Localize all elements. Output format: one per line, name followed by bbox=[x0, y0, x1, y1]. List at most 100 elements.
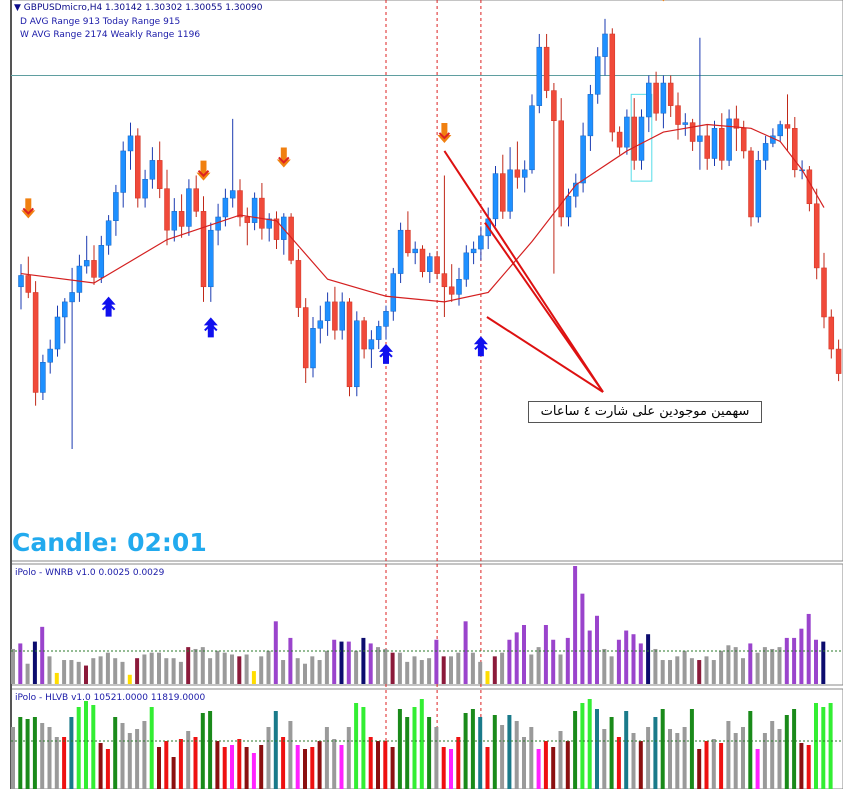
hlvb-bar bbox=[500, 725, 505, 789]
hlvb-bar bbox=[222, 747, 227, 789]
wnrb-bar bbox=[339, 641, 344, 684]
up-arrow-chevron bbox=[101, 302, 116, 311]
candle-body bbox=[755, 160, 762, 218]
candle-body bbox=[237, 190, 243, 218]
hlvb-bar bbox=[624, 711, 629, 789]
hlvb-bar bbox=[332, 739, 337, 789]
hlvb-bar bbox=[135, 729, 140, 789]
annotation-label[interactable]: سهمين موجودين على شارت ٤ ساعات bbox=[528, 401, 762, 423]
wnrb-bar bbox=[310, 656, 315, 684]
wnrb-bar bbox=[40, 626, 45, 684]
candle-body bbox=[397, 229, 404, 274]
hlvb-bar bbox=[631, 733, 636, 789]
candle-body bbox=[478, 235, 484, 250]
collapse-triangle-icon[interactable]: ▼ bbox=[14, 3, 21, 13]
wnrb-bar bbox=[580, 593, 585, 684]
candle-body bbox=[594, 56, 601, 95]
candle-body bbox=[186, 188, 192, 227]
hlvb-bar bbox=[251, 753, 256, 789]
hlvb-bar bbox=[157, 747, 161, 789]
candle-body bbox=[91, 260, 97, 278]
wnrb-bar bbox=[281, 660, 286, 684]
candle-body bbox=[324, 301, 331, 322]
wnrb-bar bbox=[25, 663, 30, 684]
wnrb-bar bbox=[522, 625, 526, 684]
up-arrow-shape bbox=[379, 343, 393, 364]
candle-body bbox=[806, 169, 813, 205]
hlvb-bar bbox=[726, 721, 731, 789]
wnrb-bar bbox=[609, 656, 614, 684]
candle-body bbox=[492, 173, 499, 220]
moving-average-line bbox=[20, 123, 825, 303]
wnrb-bar bbox=[237, 656, 242, 684]
hlvb-bar bbox=[397, 709, 402, 789]
down-arrow-icon bbox=[437, 122, 452, 143]
candle-body bbox=[507, 169, 513, 212]
candle-body bbox=[609, 33, 616, 133]
wnrb-bar bbox=[127, 674, 132, 684]
hlvb-bar bbox=[40, 723, 45, 789]
candle-body bbox=[792, 128, 798, 171]
hlvb-bar bbox=[98, 743, 103, 789]
candle-body bbox=[624, 116, 630, 148]
wnrb-bar bbox=[777, 647, 782, 684]
candle-body bbox=[748, 150, 754, 218]
wnrb-bar bbox=[543, 625, 548, 684]
hlvb-bar bbox=[551, 747, 556, 789]
hlvb-bar bbox=[91, 705, 96, 789]
hlvb-bar bbox=[84, 701, 88, 789]
wnrb-bar bbox=[266, 650, 271, 684]
wnrb-bar bbox=[463, 621, 468, 684]
hlvb-bar bbox=[368, 737, 373, 789]
hlvb-bar bbox=[719, 743, 724, 789]
wnrb-bar bbox=[529, 654, 534, 684]
wnrb-bar bbox=[84, 665, 88, 684]
wnrb-bar bbox=[573, 566, 578, 684]
hlvb-bar bbox=[259, 745, 264, 789]
wnrb-bar bbox=[215, 650, 220, 684]
wnrb-bar bbox=[507, 639, 512, 684]
hlvb-bar bbox=[208, 711, 213, 789]
candle-body bbox=[667, 82, 674, 106]
down-arrow-icon bbox=[276, 147, 291, 168]
hlvb-bar bbox=[828, 703, 833, 789]
candle-body bbox=[675, 105, 681, 125]
hlvb-bar bbox=[755, 749, 760, 789]
down-arrow-shape bbox=[662, 0, 665, 2]
hlvb-bar bbox=[485, 747, 490, 789]
weekly-range-text: W AVG Range 2174 Weakly Range 1196 bbox=[20, 30, 201, 40]
candle-body bbox=[558, 120, 564, 218]
down-arrow-icon bbox=[21, 198, 36, 219]
down-arrow-shape bbox=[196, 160, 211, 181]
candle-body bbox=[229, 190, 236, 199]
hlvb-bar bbox=[186, 731, 191, 789]
hlvb-bar bbox=[609, 717, 614, 789]
wnrb-bar bbox=[62, 660, 67, 684]
hlvb-bar bbox=[317, 741, 322, 789]
hlvb-bar bbox=[281, 737, 286, 789]
hlvb-bar bbox=[164, 741, 169, 789]
wnrb-bar bbox=[317, 660, 322, 684]
wnrb-bar bbox=[412, 656, 417, 684]
hlvb-bar bbox=[799, 743, 804, 789]
candle-body bbox=[543, 46, 550, 91]
candle-body bbox=[208, 229, 214, 288]
hlvb-bar bbox=[646, 727, 651, 789]
hlvb-bar bbox=[704, 741, 709, 789]
up-arrow-shape bbox=[203, 317, 218, 338]
wnrb-bar bbox=[485, 671, 490, 684]
wnrb-bar bbox=[682, 650, 687, 684]
candle-body bbox=[463, 252, 470, 280]
hlvb-bar bbox=[215, 741, 220, 789]
wnrb-bar bbox=[324, 650, 329, 684]
hlvb-bar bbox=[638, 741, 643, 789]
wnrb-bar bbox=[18, 643, 23, 684]
candle-timer: Candle: 02:01 bbox=[12, 528, 207, 557]
hlvb-bar bbox=[127, 733, 132, 789]
wnrb-bar bbox=[741, 658, 745, 684]
hlvb-bar bbox=[230, 745, 234, 789]
candle-body bbox=[361, 320, 367, 350]
wnrb-bar bbox=[602, 648, 607, 684]
candle-body bbox=[62, 301, 68, 318]
wnrb-bar bbox=[441, 656, 446, 684]
